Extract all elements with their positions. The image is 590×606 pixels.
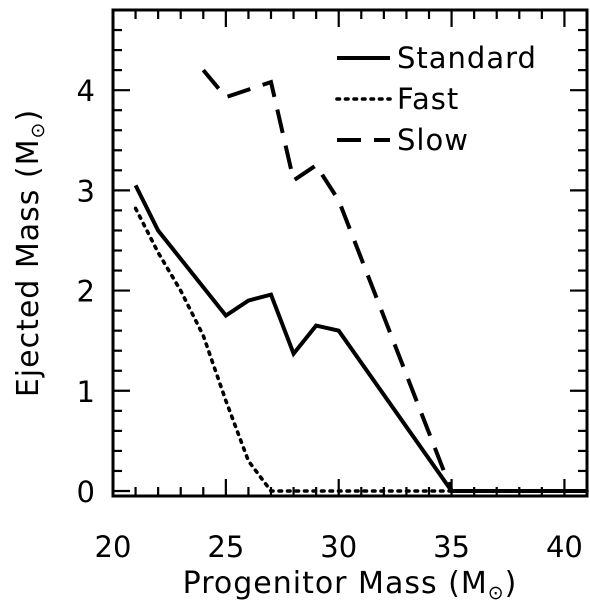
x-tick-label: 20 — [95, 530, 132, 564]
legend-label-standard: Standard — [397, 41, 537, 75]
tick-labels: 20 25 30 35 40 0 1 2 3 4 — [77, 74, 583, 564]
series-fast-line — [133, 206, 589, 493]
x-tick-label: 40 — [546, 530, 583, 564]
legend: Standard Fast Slow — [335, 41, 537, 157]
x-tick-label: 25 — [207, 530, 244, 564]
series-slow-line — [201, 68, 587, 493]
axis-ticks — [111, 8, 589, 496]
y-tick-label: 2 — [77, 275, 95, 309]
sun-symbol: ⊙ — [488, 582, 505, 604]
x-tick-label: 35 — [433, 530, 470, 564]
y-tick-label: 3 — [77, 174, 95, 208]
x-tick-label: 30 — [320, 530, 357, 564]
x-axis-label: Progenitor Mass (M⊙) — [183, 566, 518, 604]
y-axis-label: Ejected Mass (M⊙) — [11, 109, 49, 397]
plot-frame — [111, 8, 589, 498]
sun-symbol: ⊙ — [27, 122, 49, 139]
series-standard-line — [133, 184, 587, 493]
y-tick-label: 4 — [77, 74, 95, 108]
series-layer — [133, 68, 589, 493]
legend-label-fast: Fast — [397, 82, 459, 116]
y-tick-label: 1 — [77, 375, 95, 409]
legend-label-slow: Slow — [397, 123, 469, 157]
y-tick-label: 0 — [77, 475, 95, 509]
